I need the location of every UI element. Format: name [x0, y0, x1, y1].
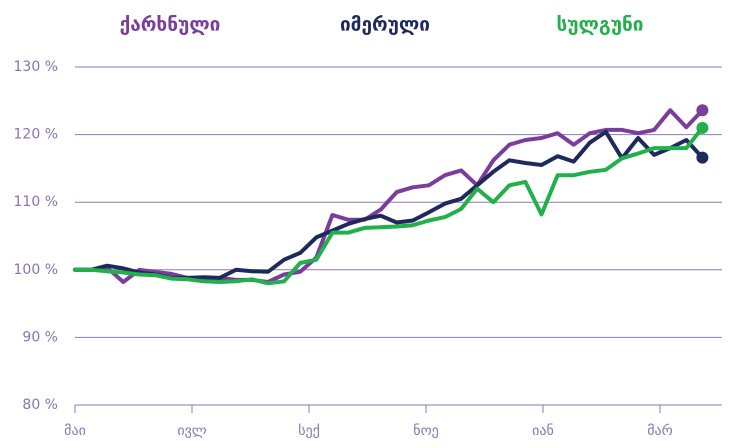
- y-tick-label: 80 %: [22, 397, 58, 413]
- x-tick-label: მაი: [64, 423, 86, 439]
- end-dot: [696, 121, 709, 134]
- end-dot: [696, 104, 709, 117]
- end-dot: [696, 151, 709, 164]
- y-tick-label: 110 %: [14, 194, 58, 210]
- x-tick-label: ნოე: [413, 423, 438, 439]
- x-tick-label: იან: [532, 423, 554, 439]
- legend-label: სულგუნი: [556, 14, 643, 36]
- y-tick-label: 130 %: [14, 59, 58, 75]
- x-tick-label: მარ: [647, 422, 673, 439]
- series-line: [73, 125, 705, 286]
- y-tick-label: 120 %: [14, 127, 58, 143]
- y-tick-label: 100 %: [14, 262, 58, 278]
- legend-label: ქარხნული: [120, 14, 221, 36]
- legend-label: იმერული: [340, 14, 430, 36]
- x-tick-label: სექ: [298, 423, 320, 439]
- x-tick-label: ივლ: [177, 423, 206, 439]
- series-line: [73, 129, 705, 280]
- y-tick-label: 90 %: [22, 329, 58, 345]
